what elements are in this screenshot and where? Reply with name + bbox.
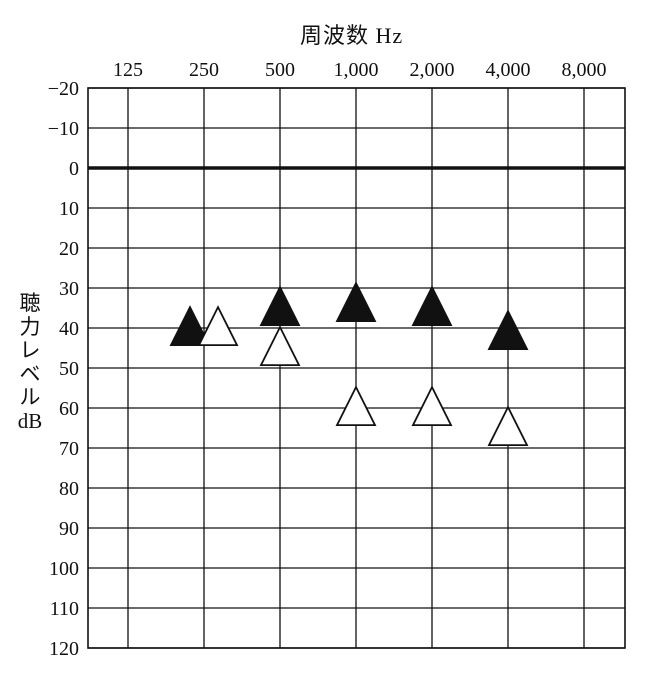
open-triangle-marker <box>335 385 377 427</box>
y-tick-label: 10 <box>59 198 79 220</box>
data-markers <box>169 281 529 447</box>
grid-lines <box>87 87 626 649</box>
x-tick-label: 1,000 <box>334 59 379 81</box>
y-tick-label: 120 <box>49 638 79 660</box>
y-tick-label: −20 <box>48 78 79 100</box>
x-tick-label: 2,000 <box>410 59 455 81</box>
filled-triangle-marker <box>411 285 453 327</box>
x-axis-title: 周波数 Hz <box>300 23 404 48</box>
x-tick-label: 500 <box>265 59 295 81</box>
y-axis-title-char: dB <box>17 408 43 433</box>
x-tick-label: 4,000 <box>486 59 531 81</box>
y-axis-title-char: 聴 <box>19 291 41 315</box>
y-tick-label: 40 <box>59 318 79 340</box>
x-tick-label: 8,000 <box>562 59 607 81</box>
x-tick-label: 125 <box>113 59 143 81</box>
y-tick-label: 20 <box>59 238 79 260</box>
y-axis-title-char: 力 <box>19 314 41 339</box>
y-axis-title-char: ル <box>19 385 41 410</box>
x-tick-label: 250 <box>189 59 219 81</box>
y-tick-label: 0 <box>69 158 79 180</box>
y-tick-label: 80 <box>59 478 79 500</box>
filled-triangle-marker <box>335 281 377 323</box>
open-triangle-marker <box>411 385 453 427</box>
y-tick-label: 90 <box>59 518 79 540</box>
y-tick-labels: −20 −10 0 10 20 30 40 50 60 70 80 90 100 110 120 <box>48 78 79 660</box>
y-tick-label: 70 <box>59 438 79 460</box>
y-tick-label: −10 <box>48 118 79 140</box>
filled-triangle-marker <box>169 305 211 347</box>
y-tick-label: 110 <box>50 598 79 620</box>
open-triangle-marker <box>259 325 301 367</box>
filled-triangle-marker <box>487 309 529 351</box>
x-tick-labels: 125 250 500 1,000 2,000 4,000 8,000 <box>113 59 607 81</box>
y-tick-label: 60 <box>59 398 79 420</box>
y-tick-label: 30 <box>59 278 79 300</box>
y-tick-label: 100 <box>49 558 79 580</box>
y-axis-title-char: レ <box>19 338 41 363</box>
y-axis-title-char: ベ <box>19 361 41 386</box>
filled-triangle-marker <box>259 285 301 327</box>
open-triangle-marker <box>487 405 529 447</box>
open-triangle-marker <box>197 305 239 347</box>
y-tick-label: 50 <box>59 358 79 380</box>
y-axis-title: 聴 力 レ ベ ル dB <box>10 291 50 433</box>
